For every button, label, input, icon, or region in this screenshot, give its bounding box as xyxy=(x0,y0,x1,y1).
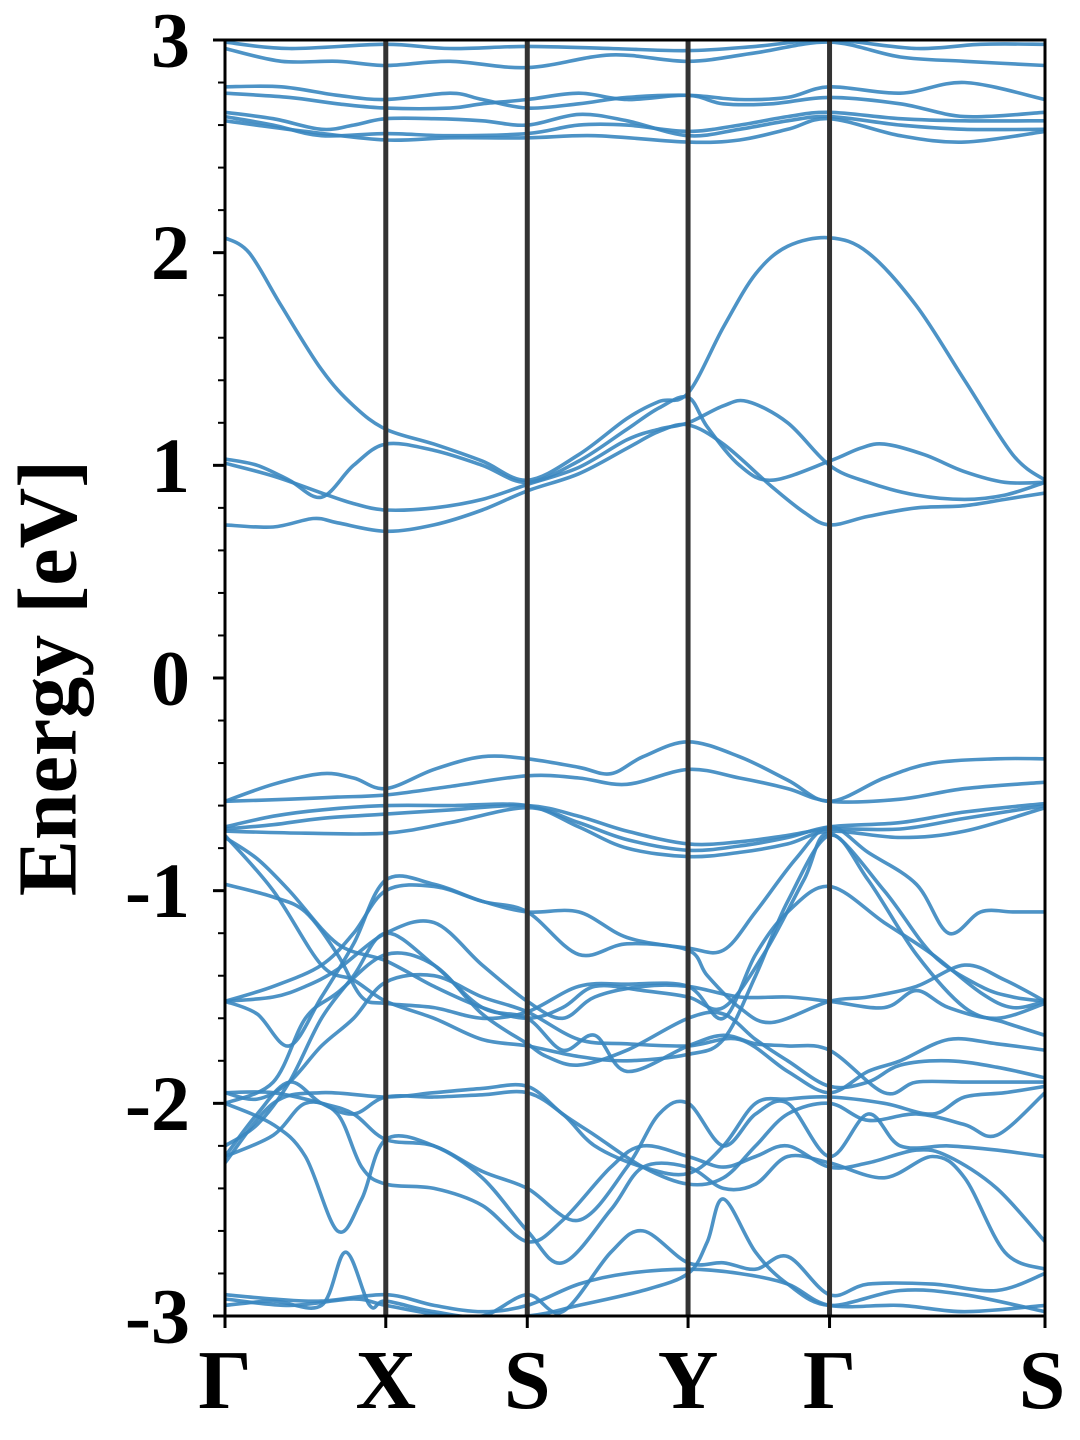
x-tick-label: X xyxy=(355,1334,416,1427)
band-line xyxy=(225,110,1045,138)
plot-frame xyxy=(223,38,1047,1318)
x-tick-label: Γ xyxy=(803,1334,856,1427)
x-tick-label: Y xyxy=(658,1334,719,1427)
y-tick-label: 3 xyxy=(151,0,190,84)
x-tick-label: S xyxy=(1019,1334,1066,1427)
y-axis-ticks: -3 -2 -1 0 1 2 3 xyxy=(125,0,225,1360)
y-tick-label: -2 xyxy=(125,1060,190,1147)
band-line xyxy=(225,1101,1045,1271)
band-line xyxy=(225,422,1045,534)
y-tick-label: 1 xyxy=(151,422,190,509)
band-line xyxy=(225,235,1045,483)
band-line xyxy=(225,110,1045,138)
band-line xyxy=(225,40,1045,70)
y-tick-label: 2 xyxy=(151,209,190,296)
band-line xyxy=(225,1197,1045,1316)
band-line xyxy=(225,740,1045,804)
band-line xyxy=(225,919,1045,1021)
band-line xyxy=(225,1267,1045,1314)
y-tick-label: 0 xyxy=(151,635,190,722)
y-tick-label: -1 xyxy=(125,847,190,934)
band-line xyxy=(225,831,1045,1021)
band-line xyxy=(225,1100,1045,1244)
band-line xyxy=(225,802,1045,859)
band-line xyxy=(225,398,1045,513)
high-symmetry-dividers xyxy=(383,40,833,1316)
band-line xyxy=(225,931,1045,1148)
band-lines xyxy=(225,40,1045,1316)
band-line xyxy=(225,40,1045,53)
x-tick-label: S xyxy=(504,1334,551,1427)
band-line xyxy=(225,803,1045,847)
band-line xyxy=(225,767,1045,804)
band-line xyxy=(225,1228,1045,1316)
band-line xyxy=(225,874,1045,1048)
y-axis-title: Energy [eV] xyxy=(2,460,95,896)
band-line xyxy=(225,882,1045,1021)
band-line xyxy=(225,91,1045,119)
band-line xyxy=(225,394,1045,500)
y-tick-label: -3 xyxy=(125,1273,190,1360)
band-line xyxy=(225,1090,1045,1223)
x-tick-label: Γ xyxy=(198,1334,251,1427)
